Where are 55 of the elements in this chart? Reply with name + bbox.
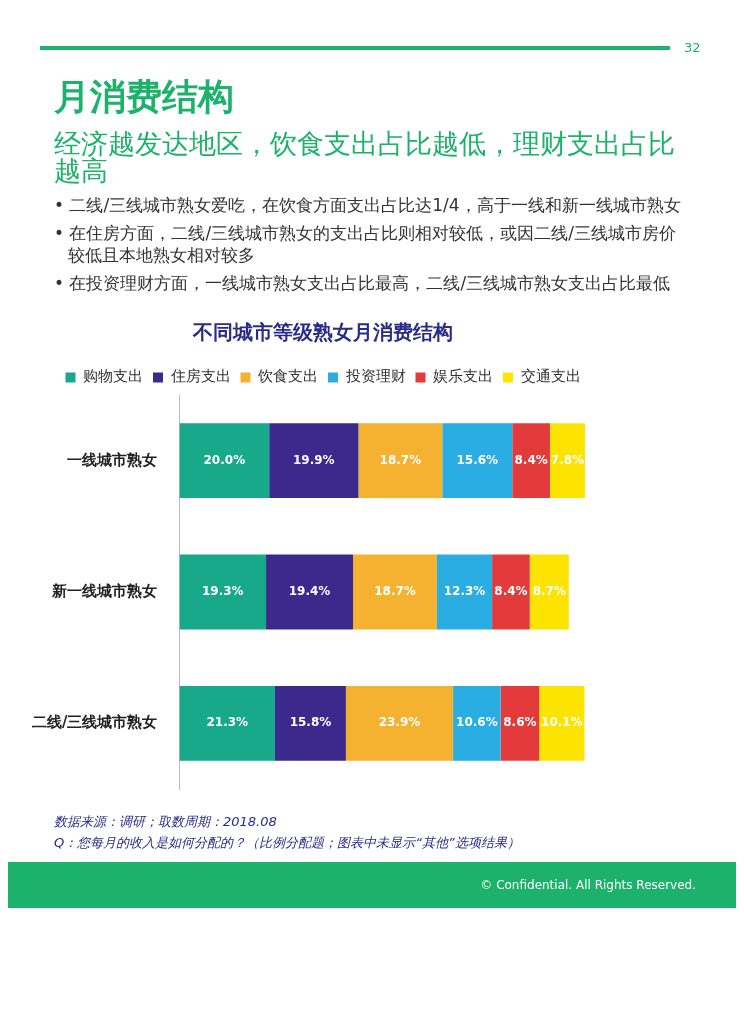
- legend-label: 饮食支出: [257, 367, 318, 386]
- bar: [353, 554, 437, 630]
- bar: [549, 423, 585, 499]
- bar: [539, 686, 585, 762]
- text: 月消费结构: [54, 75, 235, 119]
- bar: [512, 423, 550, 499]
- bar: [436, 554, 493, 630]
- bar: [442, 423, 513, 499]
- text: 经济越发达地区，饮食支出占比越低，理财支出占比越高: [54, 128, 676, 186]
- text: Q：您每月的收入是如何分配的？（比例分配题；图表中未显示“其他”选项结果）: [54, 834, 521, 853]
- bar: [266, 554, 354, 630]
- data-label: 21.3%: [206, 715, 249, 730]
- data-label: 8.4%: [514, 453, 548, 468]
- data-label: 8.6%: [503, 715, 537, 730]
- data-label: 19.4%: [288, 584, 331, 599]
- data-label: 12.3%: [443, 584, 486, 599]
- data-label: 18.7%: [374, 584, 416, 599]
- data-label: 8.7%: [532, 584, 566, 599]
- bar: [269, 423, 359, 499]
- text: 32: [684, 40, 701, 55]
- data-label: 19.3%: [201, 584, 244, 599]
- legend-label: 住房支出: [169, 367, 231, 386]
- bar: [500, 686, 540, 762]
- bar: [179, 423, 270, 499]
- text: • 在住房方面，二线/三线城市熟女的支出占比则相对较低，或因二线/三线城市房价较低且本地熟女相对较多: [54, 222, 677, 267]
- data-label: 10.6%: [456, 715, 498, 730]
- bar: [529, 554, 569, 630]
- bar: [275, 686, 346, 762]
- data-label: 19.9%: [292, 453, 335, 468]
- bar: [345, 686, 454, 762]
- data-label: 15.6%: [456, 453, 499, 468]
- legend-label: 交通支出: [520, 367, 581, 386]
- text: • 二线/三线城市熟女爱吃，在饮食方面支出占比达1/4，高于一线和新一线城市熟女: [54, 194, 682, 217]
- data-label: 20.0%: [203, 453, 246, 468]
- y-tick-label: 二线/三线城市熟女: [31, 713, 158, 732]
- y-tick-label: 一线城市熟女: [67, 450, 158, 469]
- y-tick-label: 新一线城市熟女: [51, 582, 158, 601]
- bar: [179, 554, 267, 630]
- bar: [358, 423, 443, 499]
- data-label: 18.7%: [379, 453, 422, 468]
- legend-label: 投资理财: [344, 367, 406, 386]
- source-note: 数据来源：调研；取数周期：2018.08: [54, 813, 278, 832]
- text: • 在投资理财方面，一线城市熟女支出占比最高，二线/三线城市熟女支出占比最低: [54, 272, 672, 295]
- legend-label: 娱乐支出: [433, 367, 493, 386]
- bar: [179, 686, 276, 762]
- data-label: 23.9%: [378, 715, 421, 730]
- bar: [453, 686, 501, 762]
- text: © Confidential. All Rights Reserved.: [8, 861, 736, 908]
- data-label: 8.4%: [494, 584, 528, 599]
- chart-title: 不同城市等级熟女月消费结构: [192, 320, 453, 345]
- bar: [492, 554, 530, 630]
- data-label: 15.8%: [289, 715, 332, 730]
- data-label: 10.1%: [541, 715, 583, 730]
- legend-label: 购物支出: [83, 367, 143, 386]
- data-label: 7.8%: [550, 453, 585, 468]
